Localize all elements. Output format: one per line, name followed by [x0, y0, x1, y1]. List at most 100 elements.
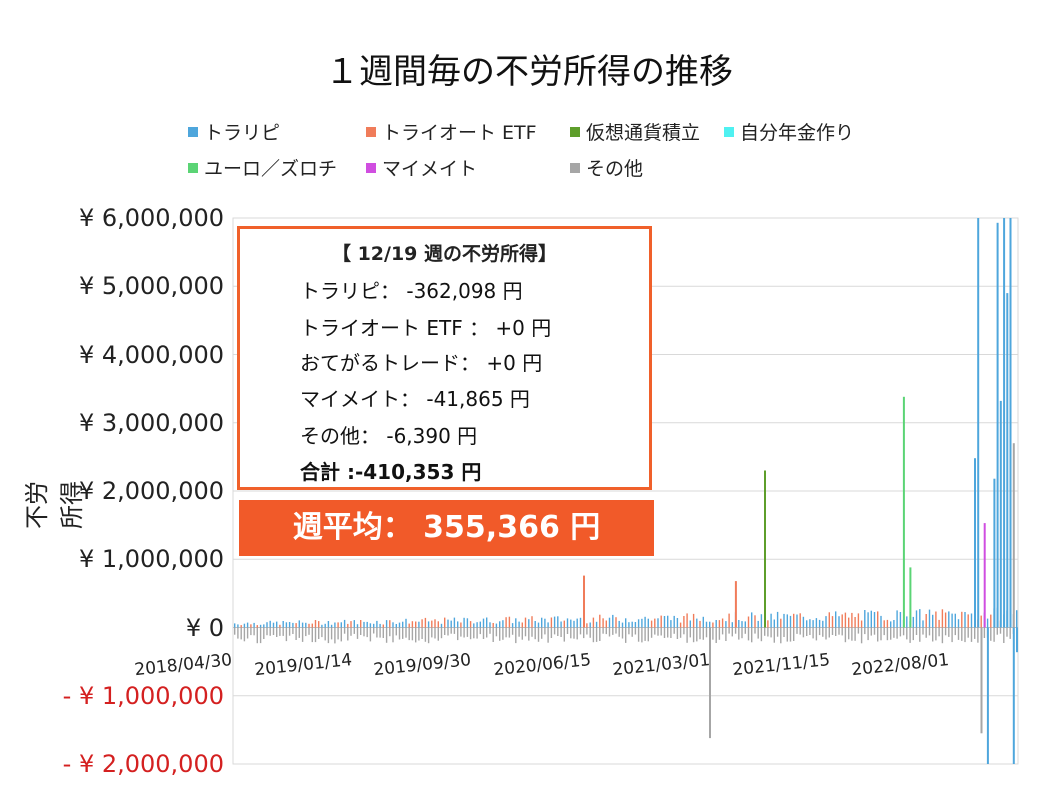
weekly-bar — [615, 617, 617, 628]
weekly-bar-negative — [789, 627, 792, 642]
weekly-bar-negative — [641, 627, 643, 643]
weekly-bar-negative — [1006, 627, 1008, 637]
weekly-bar-negative — [773, 627, 775, 643]
weekly-bar — [602, 618, 604, 628]
weekly-bar-negative — [634, 627, 637, 635]
weekly-bar-negative — [663, 627, 666, 638]
legend-label: トラリピ — [204, 122, 281, 144]
weekly-bar — [259, 624, 262, 628]
weekly-bar — [667, 615, 669, 628]
weekly-bar-negative — [993, 627, 995, 642]
weekly-bar — [595, 621, 598, 628]
weekly-bar — [961, 611, 963, 628]
weekly-bar — [334, 622, 336, 628]
weekly-bar — [692, 613, 695, 628]
weekly-bar-negative — [631, 627, 633, 637]
weekly-bar-negative — [347, 627, 349, 641]
weekly-bar — [421, 619, 423, 628]
weekly-bar-negative — [696, 627, 698, 642]
weekly-bar-negative — [974, 627, 976, 639]
weekly-bar — [673, 615, 675, 628]
y-tick-label: ¥ 3,000,000 — [78, 408, 224, 437]
weekly-bar — [579, 617, 582, 628]
weekly-bar — [314, 620, 317, 628]
weekly-bar-negative — [489, 627, 491, 634]
peak-bar — [764, 470, 766, 628]
weekly-bar-negative — [721, 627, 724, 635]
y-tick-label: ¥ 4,000,000 — [78, 340, 224, 369]
weekly-bar-negative — [447, 627, 449, 636]
weekly-bar-negative — [463, 627, 465, 638]
weekly-bar — [776, 611, 779, 628]
weekly-bar-negative — [560, 627, 562, 637]
weekly-bar-negative — [324, 627, 326, 641]
weekly-bar — [919, 609, 921, 628]
weekly-bar-negative — [605, 627, 607, 635]
y-tick-label: ¥ 5,000,000 — [78, 272, 224, 301]
weekly-bar-negative — [938, 627, 940, 637]
weekly-bar-negative — [757, 627, 759, 639]
weekly-bar-negative — [424, 627, 427, 642]
weekly-bar — [305, 622, 307, 628]
weekly-bar-negative — [450, 627, 452, 634]
weekly-bar-negative — [983, 627, 986, 638]
weekly-bar — [502, 620, 504, 628]
legend-item: ユーロ／ズロチ — [188, 154, 337, 181]
weekly-bar — [760, 614, 763, 628]
peak-bar — [983, 523, 986, 628]
weekly-bar-negative — [544, 627, 546, 635]
weekly-bar-negative — [883, 627, 885, 636]
weekly-bar — [980, 615, 982, 628]
weekly-bar — [427, 621, 430, 628]
weekly-bar — [670, 620, 672, 628]
weekly-bar-negative — [928, 627, 931, 636]
weekly-bar-negative — [240, 627, 242, 640]
weekly-bar — [715, 620, 717, 628]
weekly-bar-negative — [411, 627, 414, 641]
weekly-bar — [825, 616, 827, 628]
weekly-bar — [431, 620, 433, 628]
weekly-bar-negative — [941, 627, 944, 644]
weekly-bar — [605, 620, 607, 628]
weekly-bar — [573, 620, 575, 628]
weekly-bar — [848, 617, 850, 628]
weekly-bar-negative — [395, 627, 397, 636]
weekly-bar — [906, 616, 908, 628]
weekly-bar — [589, 622, 591, 628]
weekly-bar — [524, 617, 527, 628]
weekly-bar-negative — [263, 627, 265, 639]
legend-item: マイメイト — [366, 154, 477, 181]
weekly-bar — [415, 621, 417, 628]
weekly-bar — [369, 623, 372, 628]
weekly-bar — [382, 624, 384, 628]
weekly-bar — [686, 613, 688, 628]
weekly-bar — [276, 621, 278, 628]
weekly-bar — [560, 621, 562, 628]
weekly-bar — [457, 621, 459, 628]
weekly-bar-negative — [541, 627, 543, 639]
weekly-bar-negative — [932, 627, 934, 642]
weekly-bar-negative — [466, 627, 469, 637]
weekly-bar-negative — [906, 627, 908, 640]
peak-bar — [977, 218, 980, 628]
weekly-bar — [505, 617, 507, 628]
weekly-bar — [398, 622, 401, 628]
weekly-bar-negative — [702, 627, 704, 640]
weekly-bar — [528, 619, 530, 628]
info-row-mymate: マイメイト： -41,865 円 — [300, 387, 530, 411]
weekly-bar-negative — [818, 627, 821, 636]
weekly-bar — [298, 620, 300, 628]
weekly-bar-negative — [990, 627, 992, 641]
weekly-bar — [240, 625, 242, 628]
weekly-bar-negative — [890, 627, 892, 640]
weekly-bar — [285, 622, 288, 628]
weekly-bar — [537, 622, 540, 628]
weekly-bar-negative — [343, 627, 346, 634]
legend-label: トライオート ETF — [382, 122, 537, 144]
weekly-bar — [479, 621, 481, 628]
weekly-bar-negative — [705, 627, 708, 638]
weekly-bar — [696, 618, 698, 628]
weekly-bar — [654, 618, 656, 628]
weekly-bar-negative — [259, 627, 262, 644]
weekly-bar — [482, 618, 485, 628]
